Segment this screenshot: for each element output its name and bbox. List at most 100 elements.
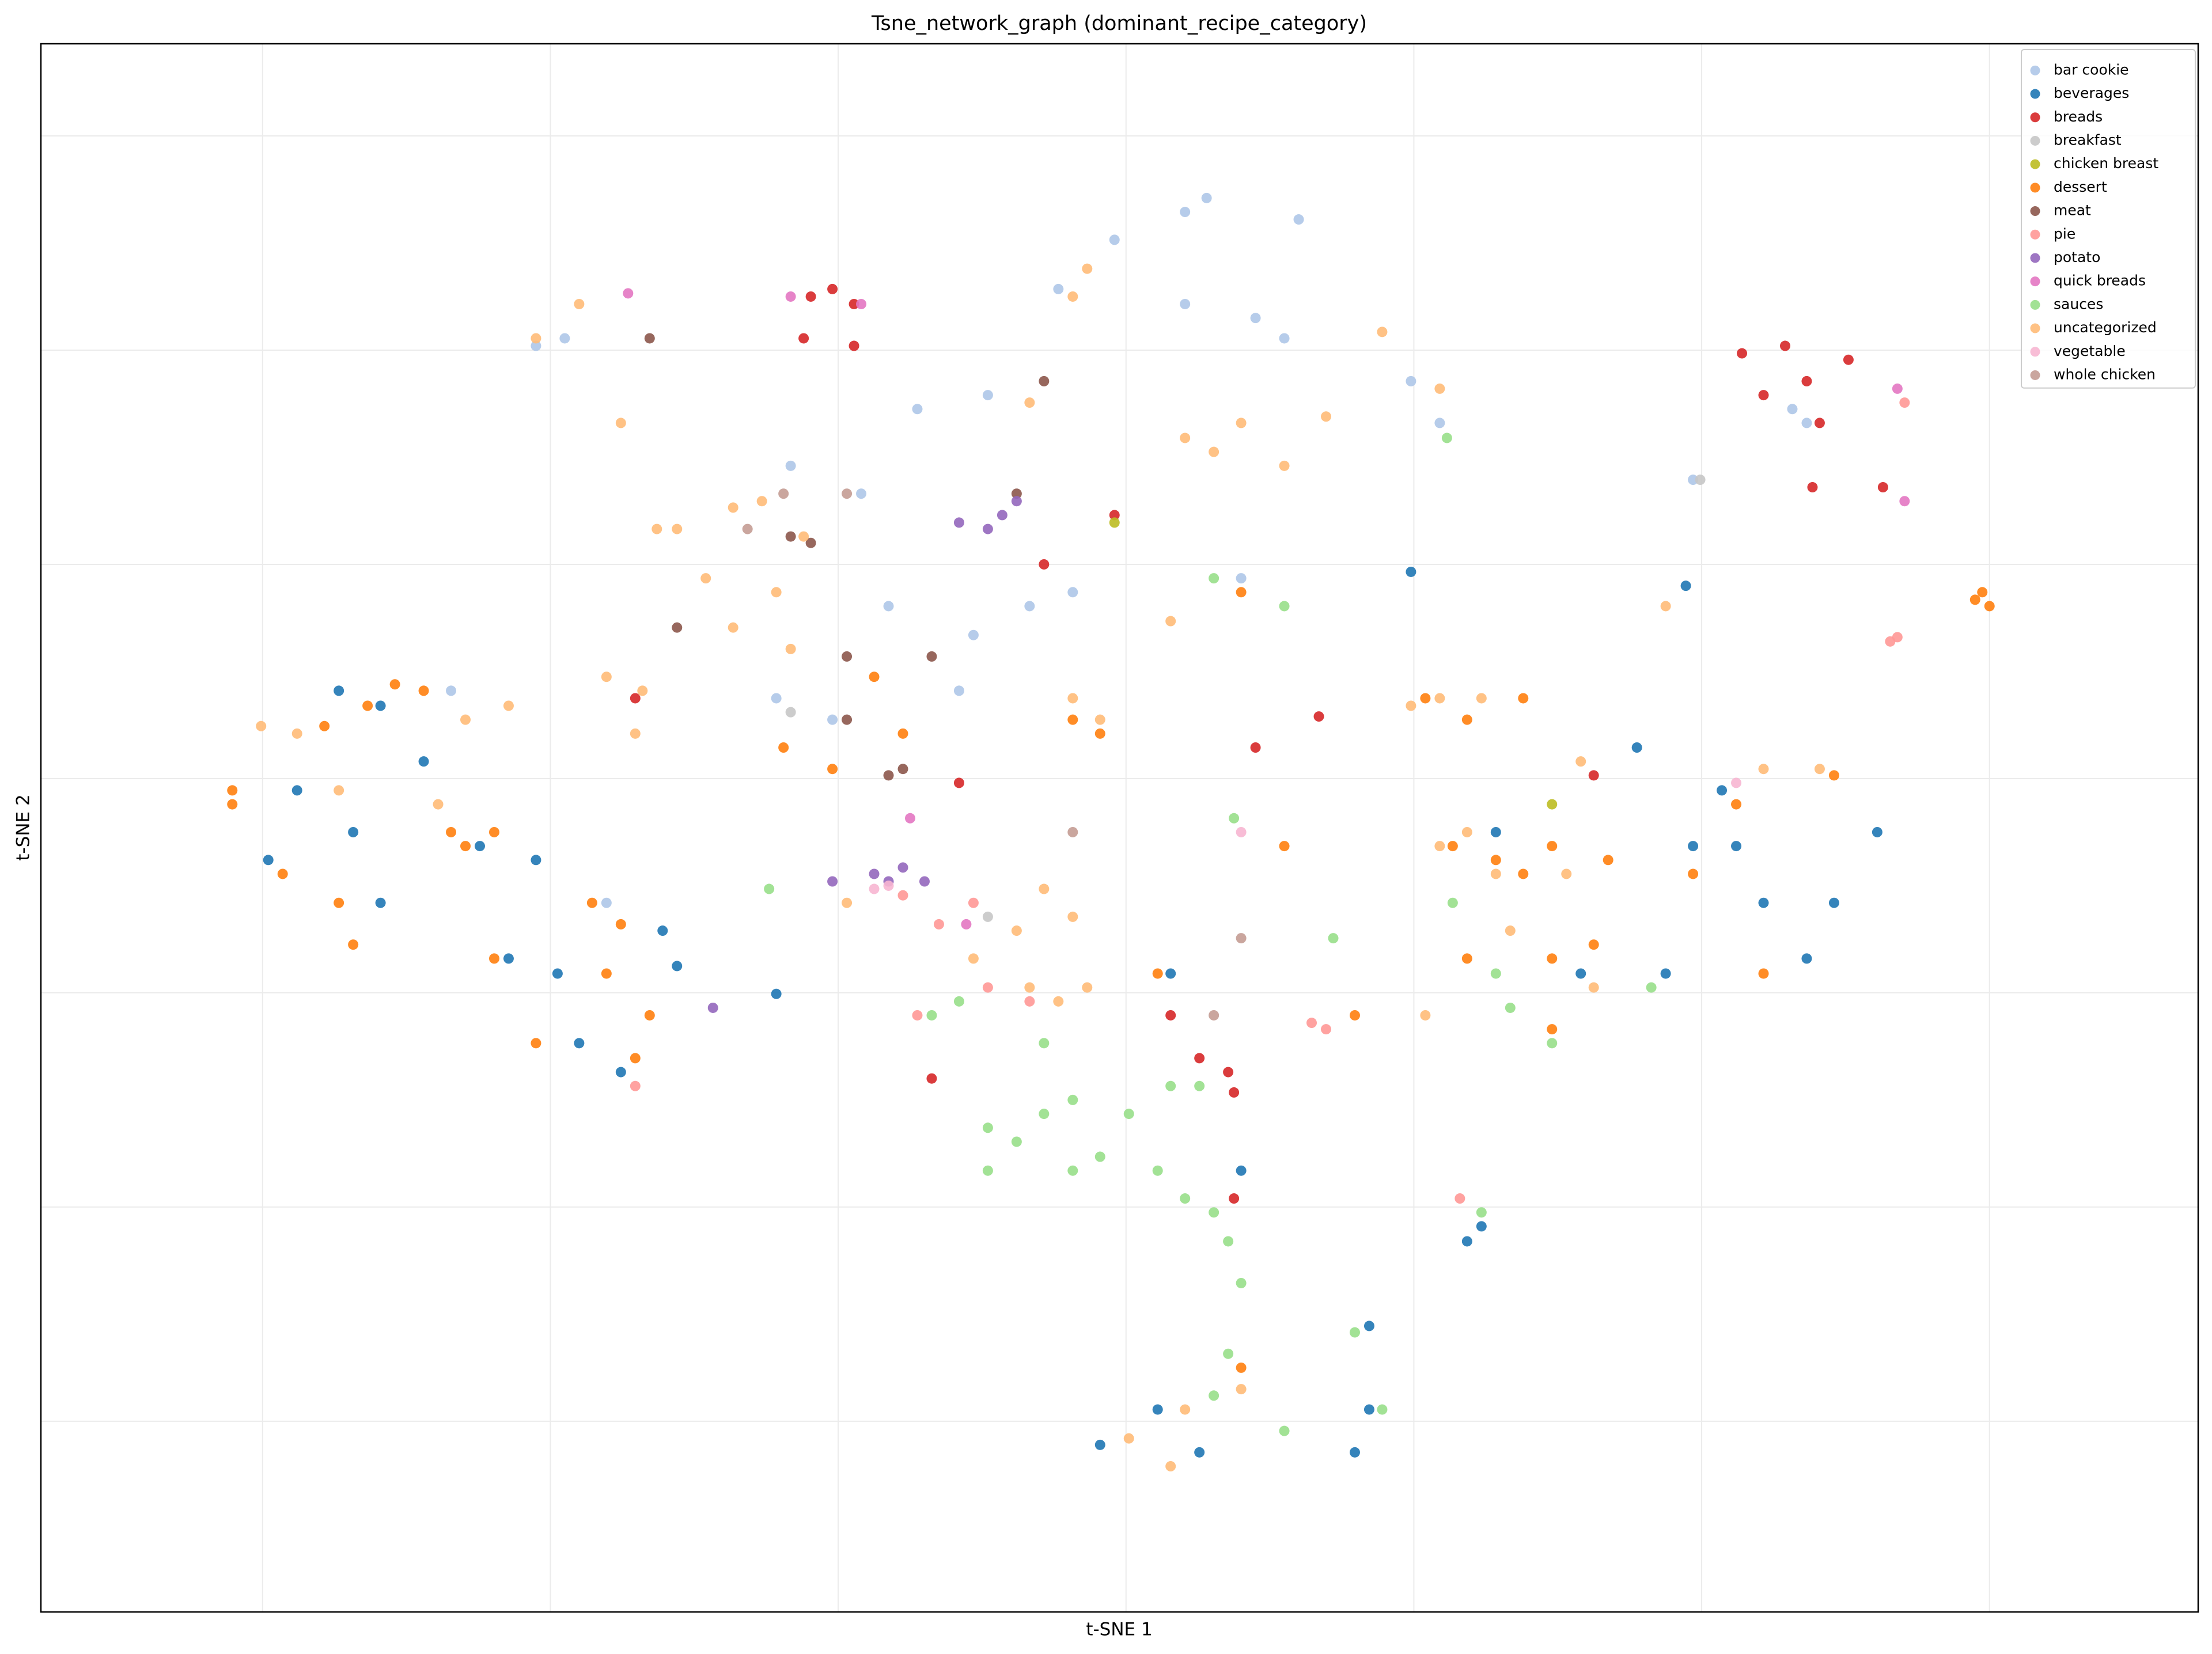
- point: [897, 764, 908, 775]
- point: [883, 770, 894, 781]
- point: [1236, 826, 1247, 837]
- point: [1349, 1010, 1360, 1021]
- point: [334, 785, 344, 796]
- point: [1152, 1165, 1163, 1176]
- point: [630, 693, 641, 704]
- point: [842, 714, 853, 725]
- point: [764, 883, 775, 894]
- point: [982, 911, 993, 922]
- point: [756, 496, 767, 507]
- point: [1977, 587, 1988, 598]
- point: [227, 785, 238, 796]
- point: [1349, 1447, 1360, 1458]
- points: [227, 192, 1995, 1472]
- point: [707, 1002, 718, 1013]
- point: [1969, 594, 1980, 605]
- point: [1814, 418, 1825, 428]
- point: [1165, 1010, 1176, 1021]
- point: [1165, 968, 1176, 979]
- point: [1236, 1165, 1247, 1176]
- point: [827, 283, 838, 294]
- point: [827, 764, 838, 775]
- point: [1011, 1136, 1022, 1147]
- legend-label: potato: [2054, 249, 2100, 265]
- point: [897, 728, 908, 739]
- point: [503, 700, 514, 711]
- point: [771, 988, 782, 999]
- point: [953, 996, 964, 1007]
- point: [849, 340, 859, 351]
- legend-marker: [2030, 347, 2040, 357]
- point: [1787, 404, 1798, 415]
- point: [1236, 1362, 1247, 1373]
- point: [1209, 1010, 1219, 1021]
- point: [1194, 1053, 1205, 1064]
- point: [1420, 693, 1431, 704]
- point: [1165, 1461, 1176, 1472]
- point: [1588, 939, 1599, 950]
- point: [1109, 234, 1120, 245]
- point: [1547, 1038, 1558, 1049]
- point: [1306, 1018, 1317, 1029]
- point: [1236, 587, 1247, 598]
- legend-label: bar cookie: [2054, 61, 2129, 78]
- point: [1872, 826, 1883, 837]
- point: [869, 672, 880, 682]
- point: [1892, 632, 1903, 643]
- point: [1434, 418, 1445, 428]
- point: [1094, 1151, 1105, 1162]
- point: [1067, 291, 1078, 302]
- point: [1024, 982, 1035, 993]
- point: [1575, 756, 1586, 767]
- point: [1505, 1002, 1516, 1013]
- point: [1363, 1321, 1374, 1331]
- point: [1461, 953, 1472, 964]
- point: [263, 855, 274, 866]
- point: [460, 714, 471, 725]
- point: [1152, 968, 1163, 979]
- point: [1461, 826, 1472, 837]
- point: [1377, 1404, 1388, 1415]
- legend-marker: [2030, 323, 2040, 333]
- point: [953, 685, 964, 696]
- point: [574, 298, 585, 309]
- point: [531, 855, 541, 866]
- point: [1731, 799, 1742, 810]
- point: [348, 826, 359, 837]
- point: [1588, 982, 1599, 993]
- point: [418, 756, 429, 767]
- point: [615, 1067, 626, 1078]
- legend-label: uncategorized: [2054, 319, 2157, 336]
- point: [1434, 841, 1445, 852]
- point: [348, 939, 359, 950]
- point: [968, 897, 979, 908]
- point: [362, 700, 373, 711]
- point: [1406, 700, 1416, 711]
- point: [1209, 573, 1219, 584]
- chart-title: Tsne_network_graph (dominant_recipe_cate…: [871, 12, 1367, 35]
- point: [1039, 1038, 1050, 1049]
- point: [291, 728, 302, 739]
- point: [1250, 313, 1261, 324]
- point: [1575, 968, 1586, 979]
- grid: [41, 44, 2198, 1612]
- point: [1011, 925, 1022, 936]
- point: [488, 826, 499, 837]
- point: [1490, 968, 1501, 979]
- point: [785, 291, 796, 302]
- point: [1455, 1193, 1465, 1204]
- point: [778, 488, 789, 499]
- point: [1229, 1087, 1240, 1098]
- point: [1406, 566, 1416, 577]
- point: [623, 288, 634, 299]
- legend-label: vegetable: [2054, 343, 2126, 359]
- point: [1165, 616, 1176, 627]
- point: [637, 685, 648, 696]
- point: [1877, 482, 1888, 493]
- point: [1476, 693, 1487, 704]
- point: [1461, 1236, 1472, 1247]
- point: [869, 883, 880, 894]
- point: [1737, 348, 1748, 359]
- point: [531, 1038, 541, 1049]
- point: [1109, 510, 1120, 521]
